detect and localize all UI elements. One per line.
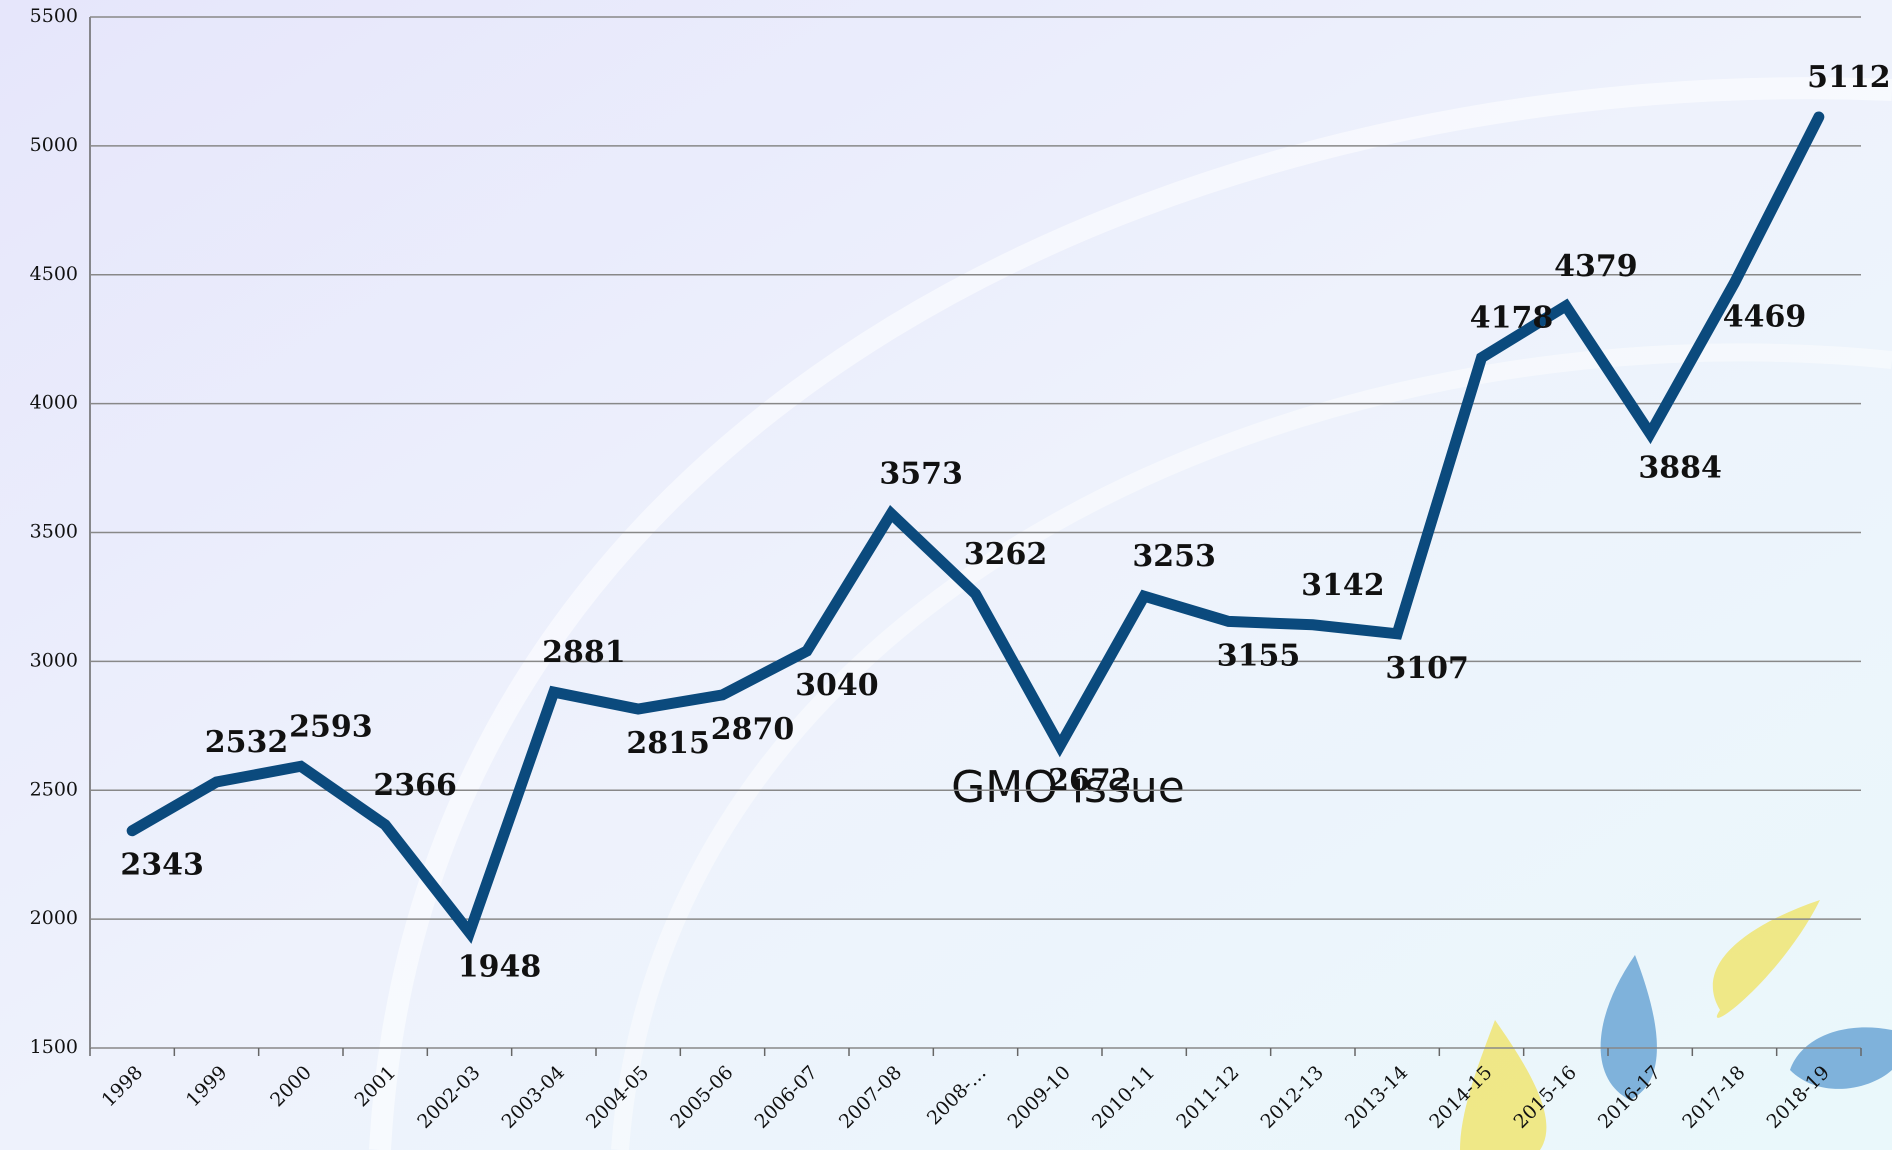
data-label: 3142 [1301, 568, 1385, 603]
annotation: GMO issue [951, 762, 1185, 813]
data-label: 3262 [964, 537, 1048, 572]
data-label: 1948 [458, 950, 542, 985]
y-tick-label: 4500 [30, 263, 78, 285]
data-label: 2870 [711, 712, 795, 747]
y-tick-label: 5500 [30, 5, 78, 27]
y-tick-label: 4000 [30, 392, 78, 414]
y-tick-label: 1500 [30, 1036, 78, 1058]
data-label: 2593 [289, 709, 373, 744]
decor-petal [1712, 900, 1820, 1018]
data-label: 2343 [120, 848, 204, 883]
y-tick-label: 3500 [30, 521, 78, 543]
decor-arc [369, 77, 1892, 1150]
data-label: 3040 [795, 668, 879, 703]
data-label: 3884 [1638, 451, 1722, 486]
data-label: 2815 [626, 726, 710, 761]
y-tick-label: 2000 [30, 907, 78, 929]
y-tick-label: 3000 [30, 649, 78, 671]
y-tick-label: 5000 [30, 134, 78, 156]
data-label: 5112 [1807, 60, 1891, 95]
data-line [126, 111, 1825, 944]
data-label: 4469 [1723, 300, 1807, 335]
data-label: 3155 [1217, 638, 1301, 673]
data-label: 2366 [373, 768, 457, 803]
decor-petal [1790, 1027, 1892, 1089]
data-label: 3573 [879, 457, 963, 492]
decor-petal [1600, 955, 1657, 1100]
y-tick-label: 2500 [30, 778, 78, 800]
data-label: 2881 [542, 635, 626, 670]
data-label: 2532 [205, 725, 289, 760]
decor-petal [1460, 1020, 1547, 1150]
decor-arc [611, 343, 1892, 1150]
data-label: 4379 [1554, 249, 1638, 284]
data-label: 3107 [1385, 651, 1469, 686]
data-label: 2672 [1048, 763, 1132, 798]
data-label: 4178 [1470, 301, 1554, 336]
data-label: 3253 [1132, 539, 1216, 574]
